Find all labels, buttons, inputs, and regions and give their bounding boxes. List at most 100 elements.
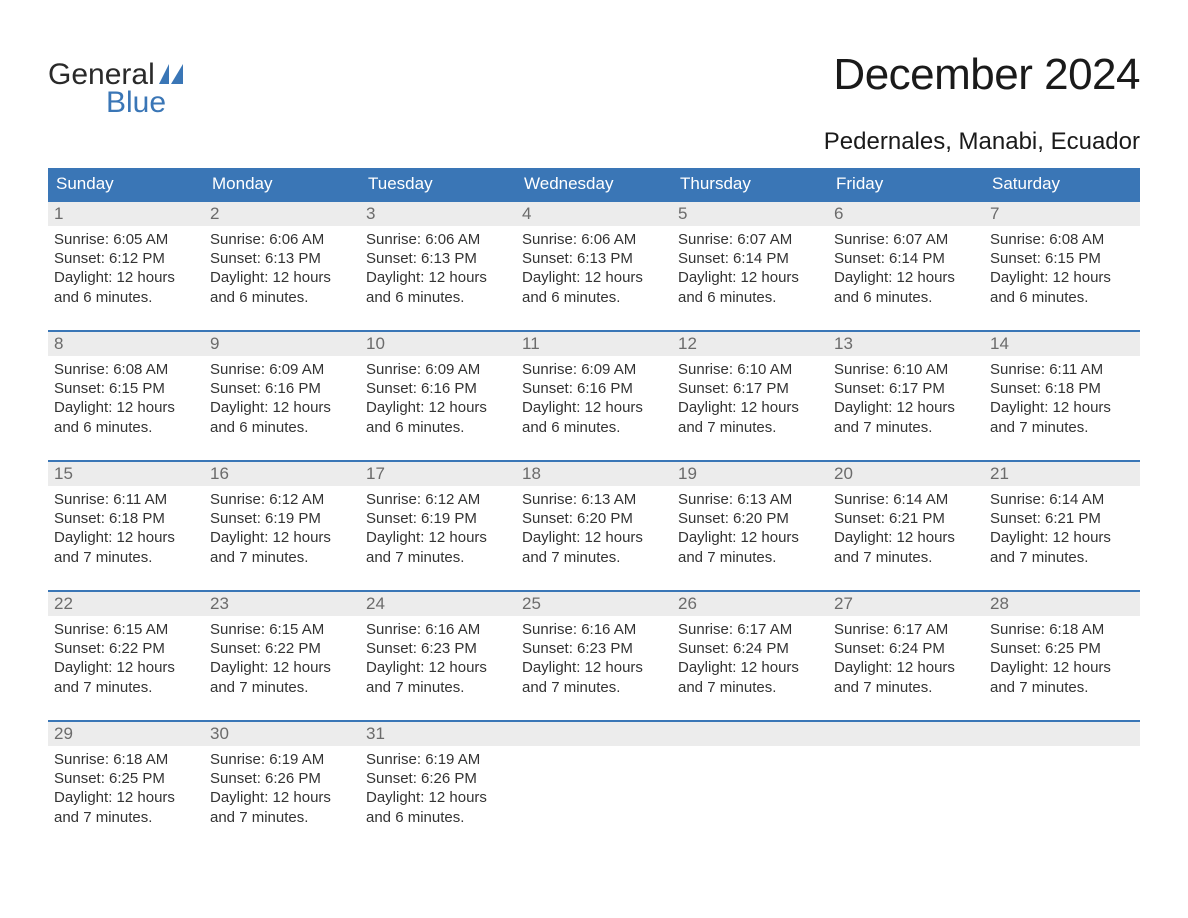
day-sunrise-text: Sunrise: 6:11 AM bbox=[54, 490, 198, 509]
day-sunrise-text: Sunrise: 6:06 AM bbox=[366, 230, 510, 249]
day-d2-text: and 6 minutes. bbox=[522, 288, 666, 307]
day-sunrise-text: Sunrise: 6:19 AM bbox=[210, 750, 354, 769]
day-cell: 11Sunrise: 6:09 AMSunset: 6:16 PMDayligh… bbox=[516, 332, 672, 460]
day-sunrise-text: Sunrise: 6:13 AM bbox=[522, 490, 666, 509]
day-body: Sunrise: 6:15 AMSunset: 6:22 PMDaylight:… bbox=[204, 616, 360, 697]
day-d2-text: and 7 minutes. bbox=[366, 548, 510, 567]
week-row: 15Sunrise: 6:11 AMSunset: 6:18 PMDayligh… bbox=[48, 460, 1140, 590]
day-d2-text: and 7 minutes. bbox=[54, 808, 198, 827]
weeks-container: 1Sunrise: 6:05 AMSunset: 6:12 PMDaylight… bbox=[48, 200, 1140, 850]
day-number: 5 bbox=[672, 202, 828, 226]
day-number: 17 bbox=[360, 462, 516, 486]
day-d1-text: Daylight: 12 hours bbox=[678, 268, 822, 287]
day-cell: 27Sunrise: 6:17 AMSunset: 6:24 PMDayligh… bbox=[828, 592, 984, 720]
day-sunrise-text: Sunrise: 6:16 AM bbox=[522, 620, 666, 639]
day-sunrise-text: Sunrise: 6:07 AM bbox=[834, 230, 978, 249]
month-title: December 2024 bbox=[833, 50, 1140, 100]
day-sunset-text: Sunset: 6:21 PM bbox=[834, 509, 978, 528]
day-sunset-text: Sunset: 6:19 PM bbox=[366, 509, 510, 528]
day-sunrise-text: Sunrise: 6:16 AM bbox=[366, 620, 510, 639]
day-number: 24 bbox=[360, 592, 516, 616]
day-sunset-text: Sunset: 6:16 PM bbox=[210, 379, 354, 398]
day-d2-text: and 7 minutes. bbox=[522, 678, 666, 697]
day-cell: 8Sunrise: 6:08 AMSunset: 6:15 PMDaylight… bbox=[48, 332, 204, 460]
day-cell: 7Sunrise: 6:08 AMSunset: 6:15 PMDaylight… bbox=[984, 202, 1140, 330]
day-sunrise-text: Sunrise: 6:08 AM bbox=[54, 360, 198, 379]
day-sunrise-text: Sunrise: 6:18 AM bbox=[54, 750, 198, 769]
day-sunrise-text: Sunrise: 6:07 AM bbox=[678, 230, 822, 249]
logo: General Blue bbox=[48, 60, 193, 118]
week-row: 8Sunrise: 6:08 AMSunset: 6:15 PMDaylight… bbox=[48, 330, 1140, 460]
day-d1-text: Daylight: 12 hours bbox=[990, 658, 1134, 677]
day-sunset-text: Sunset: 6:13 PM bbox=[522, 249, 666, 268]
day-cell: 19Sunrise: 6:13 AMSunset: 6:20 PMDayligh… bbox=[672, 462, 828, 590]
day-d2-text: and 7 minutes. bbox=[834, 418, 978, 437]
day-d2-text: and 7 minutes. bbox=[834, 548, 978, 567]
day-sunset-text: Sunset: 6:13 PM bbox=[366, 249, 510, 268]
day-number: 16 bbox=[204, 462, 360, 486]
day-body: Sunrise: 6:07 AMSunset: 6:14 PMDaylight:… bbox=[828, 226, 984, 307]
day-sunrise-text: Sunrise: 6:11 AM bbox=[990, 360, 1134, 379]
day-body: Sunrise: 6:09 AMSunset: 6:16 PMDaylight:… bbox=[516, 356, 672, 437]
day-cell: 5Sunrise: 6:07 AMSunset: 6:14 PMDaylight… bbox=[672, 202, 828, 330]
day-number: 14 bbox=[984, 332, 1140, 356]
day-body: Sunrise: 6:12 AMSunset: 6:19 PMDaylight:… bbox=[204, 486, 360, 567]
week-row: 29Sunrise: 6:18 AMSunset: 6:25 PMDayligh… bbox=[48, 720, 1140, 850]
day-body: Sunrise: 6:17 AMSunset: 6:24 PMDaylight:… bbox=[828, 616, 984, 697]
day-sunset-text: Sunset: 6:20 PM bbox=[522, 509, 666, 528]
day-sunset-text: Sunset: 6:16 PM bbox=[522, 379, 666, 398]
day-body: Sunrise: 6:11 AMSunset: 6:18 PMDaylight:… bbox=[984, 356, 1140, 437]
day-sunset-text: Sunset: 6:26 PM bbox=[366, 769, 510, 788]
day-sunset-text: Sunset: 6:20 PM bbox=[678, 509, 822, 528]
day-number: 2 bbox=[204, 202, 360, 226]
day-body: Sunrise: 6:15 AMSunset: 6:22 PMDaylight:… bbox=[48, 616, 204, 697]
day-d1-text: Daylight: 12 hours bbox=[678, 398, 822, 417]
day-cell: 23Sunrise: 6:15 AMSunset: 6:22 PMDayligh… bbox=[204, 592, 360, 720]
day-number: 25 bbox=[516, 592, 672, 616]
day-cell: 4Sunrise: 6:06 AMSunset: 6:13 PMDaylight… bbox=[516, 202, 672, 330]
day-sunset-text: Sunset: 6:12 PM bbox=[54, 249, 198, 268]
day-body: Sunrise: 6:10 AMSunset: 6:17 PMDaylight:… bbox=[672, 356, 828, 437]
week-row: 1Sunrise: 6:05 AMSunset: 6:12 PMDaylight… bbox=[48, 200, 1140, 330]
day-d1-text: Daylight: 12 hours bbox=[834, 268, 978, 287]
day-d1-text: Daylight: 12 hours bbox=[990, 268, 1134, 287]
day-d1-text: Daylight: 12 hours bbox=[366, 398, 510, 417]
dow-wednesday: Wednesday bbox=[516, 168, 672, 200]
day-sunset-text: Sunset: 6:19 PM bbox=[210, 509, 354, 528]
day-number: 15 bbox=[48, 462, 204, 486]
day-number: 18 bbox=[516, 462, 672, 486]
day-cell bbox=[828, 722, 984, 850]
day-body: Sunrise: 6:14 AMSunset: 6:21 PMDaylight:… bbox=[984, 486, 1140, 567]
day-number: 27 bbox=[828, 592, 984, 616]
day-number bbox=[672, 722, 828, 746]
day-cell: 30Sunrise: 6:19 AMSunset: 6:26 PMDayligh… bbox=[204, 722, 360, 850]
day-sunrise-text: Sunrise: 6:06 AM bbox=[210, 230, 354, 249]
day-sunrise-text: Sunrise: 6:14 AM bbox=[834, 490, 978, 509]
day-cell: 2Sunrise: 6:06 AMSunset: 6:13 PMDaylight… bbox=[204, 202, 360, 330]
day-number: 8 bbox=[48, 332, 204, 356]
day-sunset-text: Sunset: 6:24 PM bbox=[678, 639, 822, 658]
day-d1-text: Daylight: 12 hours bbox=[678, 528, 822, 547]
day-body: Sunrise: 6:06 AMSunset: 6:13 PMDaylight:… bbox=[360, 226, 516, 307]
day-sunrise-text: Sunrise: 6:12 AM bbox=[210, 490, 354, 509]
day-d2-text: and 7 minutes. bbox=[990, 548, 1134, 567]
dow-friday: Friday bbox=[828, 168, 984, 200]
day-d1-text: Daylight: 12 hours bbox=[54, 398, 198, 417]
day-sunrise-text: Sunrise: 6:15 AM bbox=[54, 620, 198, 639]
day-d2-text: and 6 minutes. bbox=[366, 288, 510, 307]
day-number: 1 bbox=[48, 202, 204, 226]
day-sunset-text: Sunset: 6:18 PM bbox=[54, 509, 198, 528]
day-cell: 18Sunrise: 6:13 AMSunset: 6:20 PMDayligh… bbox=[516, 462, 672, 590]
day-cell: 16Sunrise: 6:12 AMSunset: 6:19 PMDayligh… bbox=[204, 462, 360, 590]
day-cell: 3Sunrise: 6:06 AMSunset: 6:13 PMDaylight… bbox=[360, 202, 516, 330]
day-cell: 22Sunrise: 6:15 AMSunset: 6:22 PMDayligh… bbox=[48, 592, 204, 720]
day-body: Sunrise: 6:09 AMSunset: 6:16 PMDaylight:… bbox=[204, 356, 360, 437]
day-cell: 24Sunrise: 6:16 AMSunset: 6:23 PMDayligh… bbox=[360, 592, 516, 720]
day-d1-text: Daylight: 12 hours bbox=[522, 268, 666, 287]
day-body: Sunrise: 6:11 AMSunset: 6:18 PMDaylight:… bbox=[48, 486, 204, 567]
day-d1-text: Daylight: 12 hours bbox=[54, 788, 198, 807]
day-d2-text: and 7 minutes. bbox=[990, 678, 1134, 697]
day-number: 7 bbox=[984, 202, 1140, 226]
day-d1-text: Daylight: 12 hours bbox=[990, 528, 1134, 547]
day-sunset-text: Sunset: 6:23 PM bbox=[522, 639, 666, 658]
